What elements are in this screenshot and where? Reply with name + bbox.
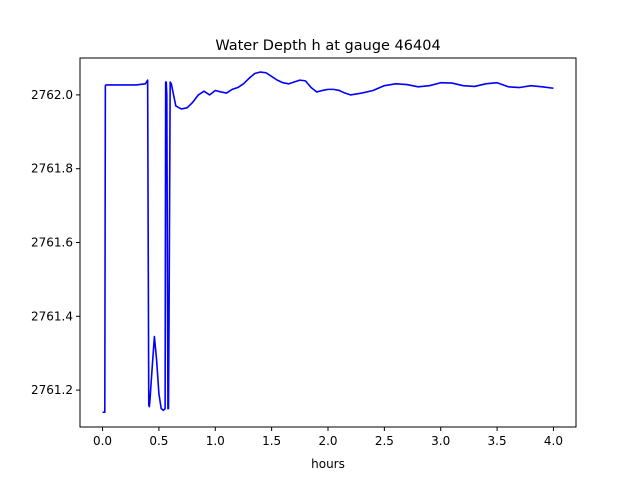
x-axis-ticks: 0.0 0.5 1.0 1.5 2.0 2.5 3.0 3.5 4.0 bbox=[93, 427, 563, 448]
plot-area bbox=[102, 71, 554, 414]
series-line-0 bbox=[102, 71, 554, 414]
x-axis-label: hours bbox=[311, 457, 345, 471]
x-tick-label: 0.0 bbox=[93, 434, 112, 448]
y-tick-label: 2761.2 bbox=[31, 383, 73, 397]
x-tick-label: 2.5 bbox=[375, 434, 394, 448]
y-tick-label: 2762.0 bbox=[31, 88, 73, 102]
plot-frame bbox=[79, 57, 577, 428]
x-tick-label: 1.5 bbox=[262, 434, 281, 448]
y-tick-label: 2761.8 bbox=[31, 162, 73, 176]
x-tick-label: 4.0 bbox=[544, 434, 563, 448]
x-tick-label: 0.5 bbox=[149, 434, 168, 448]
x-tick-label: 2.0 bbox=[318, 434, 337, 448]
x-tick-label: 3.5 bbox=[488, 434, 507, 448]
x-tick-label: 3.0 bbox=[431, 434, 450, 448]
chart-title: Water Depth h at gauge 46404 bbox=[215, 38, 440, 54]
y-tick-label: 2761.4 bbox=[31, 309, 73, 323]
y-axis-ticks: 2761.2 2761.4 2761.6 2761.8 2762.0 bbox=[31, 88, 80, 397]
x-tick-label: 1.0 bbox=[206, 434, 225, 448]
y-tick-label: 2761.6 bbox=[31, 236, 73, 250]
